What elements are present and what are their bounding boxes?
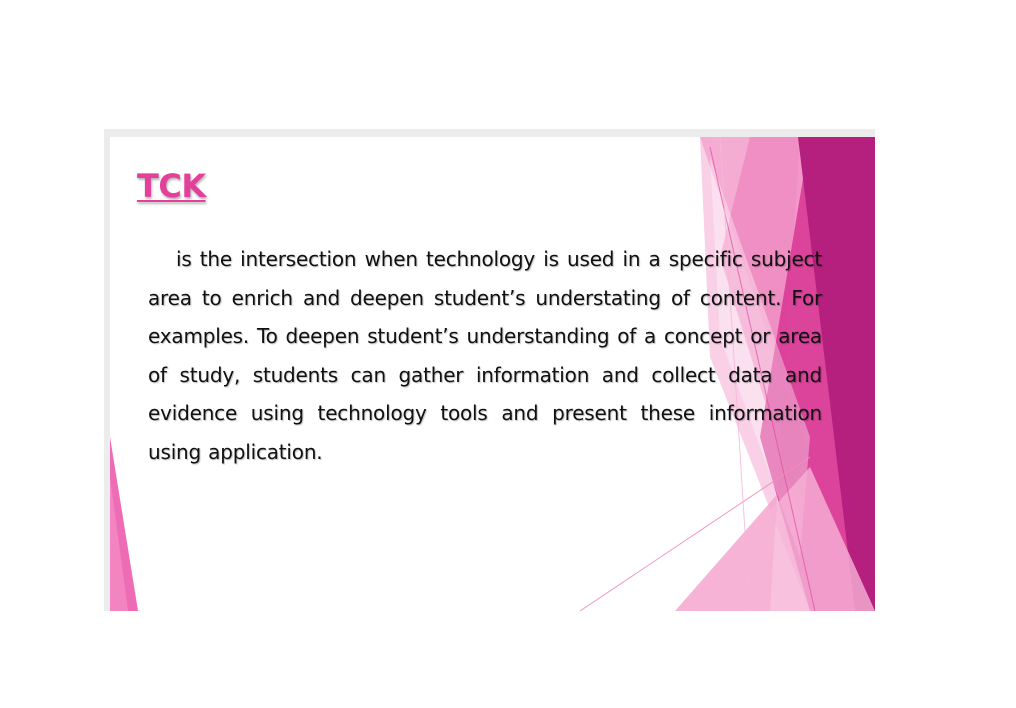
right-facet-dark: [798, 137, 875, 611]
right-facet-bottom: [680, 467, 875, 611]
decor-line: [579, 456, 811, 611]
slide-title: TCK: [137, 167, 206, 205]
decor-line: [719, 137, 751, 611]
slide-body-text: is the intersection when technology is u…: [148, 247, 822, 464]
decor-line: [709, 146, 816, 611]
left-accent-shape-light: [110, 477, 128, 611]
slide: TCK is the intersection when technology …: [110, 137, 875, 611]
slide-decoration: [110, 137, 875, 611]
